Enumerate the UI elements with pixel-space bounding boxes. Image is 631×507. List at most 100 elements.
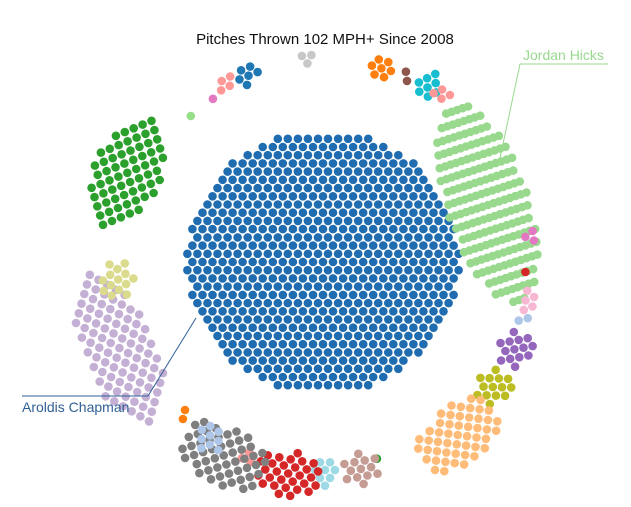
series-21-cluster — [197, 421, 223, 455]
aroldis-chapman-pitch-dot — [384, 249, 393, 259]
series-23-pitch-dot — [152, 354, 162, 363]
aroldis-chapman-pitch-dot — [353, 134, 363, 144]
aroldis-chapman-pitch-dot — [389, 175, 398, 185]
series-23-pitch-dot — [127, 373, 136, 382]
aroldis-chapman-pitch-dot — [213, 282, 222, 291]
aroldis-chapman-pitch-dot — [238, 257, 247, 267]
aroldis-chapman-pitch-dot — [308, 159, 318, 168]
series-25-pitch-dot — [134, 205, 143, 215]
aroldis-chapman-pitch-dot — [308, 192, 318, 201]
series-25-pitch-dot — [123, 168, 132, 178]
series-24-pitch-dot — [114, 285, 124, 295]
aroldis-chapman-pitch-dot — [399, 290, 408, 300]
aroldis-chapman-pitch-dot — [268, 323, 278, 333]
series-23-pitch-dot — [138, 368, 147, 378]
aroldis-chapman-pitch-dot — [233, 315, 242, 324]
aroldis-chapman-pitch-dot — [404, 216, 413, 226]
aroldis-chapman-pitch-dot — [323, 282, 333, 291]
aroldis-chapman-pitch-dot — [389, 274, 398, 283]
aroldis-chapman-pitch-dot — [278, 208, 288, 217]
series-28-pitch-dot — [245, 62, 255, 71]
series-23-pitch-dot — [104, 382, 113, 391]
series-25-pitch-dot — [107, 216, 117, 226]
series-23-pitch-dot — [71, 318, 81, 328]
aroldis-chapman-pitch-dot — [243, 183, 252, 193]
series-23-pitch-dot — [126, 305, 135, 314]
aroldis-chapman-pitch-dot — [253, 348, 262, 357]
aroldis-chapman-pitch-dot — [328, 290, 338, 300]
series-14-pitch-dot — [483, 415, 493, 425]
aroldis-chapman-pitch-dot — [313, 134, 323, 144]
aroldis-chapman-pitch-dot — [379, 224, 388, 234]
aroldis-chapman-pitch-dot — [399, 356, 408, 365]
series-20-pitch-dot — [195, 468, 204, 478]
aroldis-chapman-pitch-dot — [384, 233, 393, 242]
aroldis-chapman-pitch-dot — [283, 134, 293, 144]
aroldis-chapman-pitch-dot — [288, 175, 298, 185]
aroldis-chapman-pitch-dot — [318, 356, 328, 365]
aroldis-chapman-pitch-dot — [213, 200, 222, 209]
aroldis-chapman-pitch-dot — [338, 307, 348, 316]
aroldis-chapman-pitch-dot — [318, 372, 328, 382]
aroldis-chapman-pitch-dot — [439, 257, 448, 267]
aroldis-chapman-pitch-dot — [409, 307, 418, 316]
series-23-pitch-dot — [115, 377, 125, 387]
series-17-pitch-dot — [320, 481, 330, 491]
series-25-pitch-dot — [140, 161, 150, 170]
aroldis-chapman-pitch-dot — [363, 282, 373, 291]
series-25-pitch-dot — [146, 179, 156, 189]
aroldis-chapman-pitch-dot — [248, 159, 257, 168]
aroldis-chapman-pitch-dot — [288, 290, 298, 300]
aroldis-chapman-pitch-dot — [384, 200, 393, 209]
aroldis-chapman-pitch-dot — [268, 159, 278, 168]
series-14-pitch-dot — [453, 430, 463, 440]
series-25-pitch-dot — [99, 157, 109, 167]
aroldis-chapman-pitch-dot — [248, 241, 257, 250]
series-20-pitch-dot — [201, 456, 211, 466]
aroldis-chapman-pitch-dot — [348, 257, 358, 267]
aroldis-chapman-pitch-dot — [424, 282, 433, 291]
aroldis-chapman-pitch-dot — [253, 364, 262, 374]
aroldis-chapman-pitch-dot — [208, 290, 217, 300]
series-25-pitch-dot — [134, 174, 144, 183]
series-14-pitch-dot — [444, 429, 453, 439]
aroldis-chapman-pitch-dot — [363, 183, 373, 193]
aroldis-chapman-pitch-dot — [353, 331, 363, 341]
series-25-pitch-dot — [120, 159, 129, 168]
aroldis-chapman-pitch-dot — [218, 192, 227, 201]
series-25-pitch-dot — [125, 209, 135, 218]
aroldis-chapman-pitch-dot — [238, 307, 247, 316]
aroldis-chapman-pitch-dot — [338, 208, 348, 217]
aroldis-chapman-pitch-dot — [424, 265, 433, 275]
aroldis-chapman-pitch-dot — [363, 348, 373, 357]
aroldis-chapman-pitch-dot — [313, 315, 323, 324]
aroldis-chapman-pitch-dot — [379, 356, 388, 365]
aroldis-chapman-pitch-dot — [353, 183, 363, 193]
jordan-hicks-pitch-dot — [528, 264, 538, 274]
aroldis-chapman-pitch-dot — [363, 315, 373, 324]
aroldis-chapman-pitch-dot — [389, 307, 398, 316]
aroldis-chapman-pitch-dot — [399, 339, 408, 349]
series-25-pitch-dot — [149, 157, 159, 166]
aroldis-chapman-pitch-dot — [278, 323, 288, 333]
series-13-pitch-dot — [485, 373, 494, 383]
series-28-cluster — [235, 62, 262, 90]
aroldis-chapman-pitch-dot — [409, 159, 418, 168]
aroldis-chapman-pitch-dot — [223, 298, 232, 308]
aroldis-chapman-pitch-dot — [414, 200, 423, 209]
series-18-pitch-dot — [274, 489, 284, 499]
aroldis-chapman-pitch-dot — [238, 339, 247, 349]
series-18-pitch-dot — [295, 471, 305, 480]
aroldis-chapman-pitch-dot — [379, 192, 388, 201]
aroldis-chapman-pitch-dot — [368, 192, 378, 201]
aroldis-chapman-pitch-dot — [223, 282, 232, 291]
aroldis-chapman-pitch-dot — [253, 282, 262, 291]
aroldis-chapman-pitch-dot — [353, 265, 363, 275]
aroldis-chapman-pitch-dot — [308, 208, 318, 217]
aroldis-chapman-pitch-dot — [228, 257, 237, 267]
aroldis-chapman-pitch-dot — [238, 208, 247, 217]
series-3-pitch-dot — [303, 59, 312, 68]
aroldis-chapman-pitch-dot — [283, 348, 293, 357]
aroldis-chapman-pitch-dot — [198, 241, 207, 250]
jordan-hicks-pitch-dot — [444, 200, 453, 209]
